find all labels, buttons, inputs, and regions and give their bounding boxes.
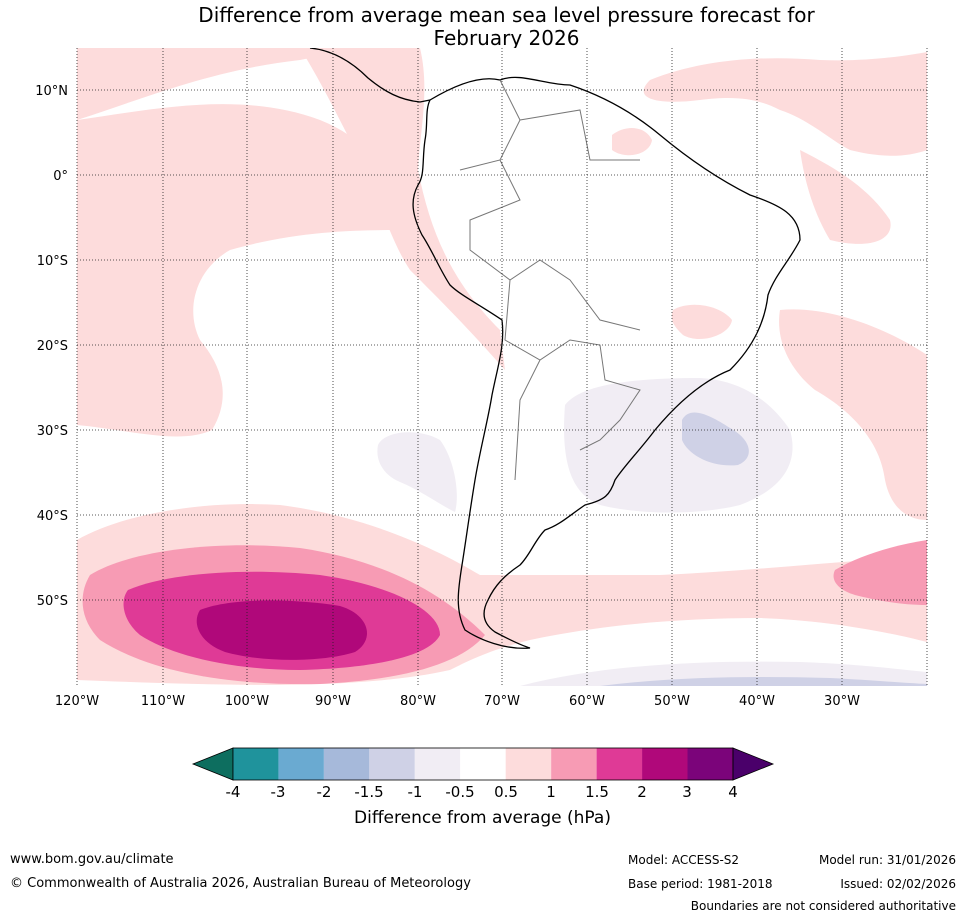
coastline	[309, 48, 801, 649]
colorbar-tick: -2	[316, 783, 332, 801]
lat-label: 10°S	[37, 254, 68, 269]
anomaly-region-atlantic-north	[643, 52, 927, 244]
colorbar-tick: 2	[637, 783, 647, 801]
colorbar-extend-low	[191, 747, 234, 781]
colorbar-tick: -0.5	[445, 783, 475, 801]
footer-model-run: Model run: 31/01/2026	[818, 853, 956, 867]
lat-label: 50°S	[37, 594, 68, 609]
footer-issued: Issued: 02/02/2026	[840, 877, 956, 891]
lon-label: 60°W	[569, 694, 605, 709]
map-title: Difference from average mean sea level p…	[0, 4, 965, 50]
lon-label: 50°W	[654, 694, 690, 709]
colorbar-label: Difference from average (hPa)	[354, 808, 611, 828]
lon-label: 110°W	[141, 694, 185, 709]
anomaly-region-coastal	[300, 48, 505, 370]
colorbar-swatch	[642, 748, 688, 780]
colorbar-tick: -1	[407, 783, 423, 801]
lat-label: 40°S	[37, 509, 68, 524]
anomaly-region-caribbean	[360, 48, 410, 110]
footer-model: Model: ACCESS-S2	[628, 853, 740, 867]
lat-label: 20°S	[37, 339, 68, 354]
colorbar-swatch	[323, 748, 370, 780]
anomaly-region-atlantic-south	[779, 309, 927, 520]
title-line-2: February 2026	[433, 26, 580, 50]
anomaly-region-negative-core	[682, 412, 749, 466]
colorbar-swatch	[460, 748, 506, 780]
border-lines	[459, 79, 641, 481]
anomaly-region-negative-south-core	[600, 676, 927, 686]
colorbar-swatch	[233, 748, 279, 780]
anomaly-region-south-east-1.5	[833, 540, 927, 605]
latitude-labels: 10°N 0° 10°S 20°S 30°S 40°S 50°S	[35, 84, 68, 609]
anomaly-region-pacific-west	[77, 48, 410, 437]
anomaly-region-brazil	[671, 304, 732, 340]
lat-label: 0°	[53, 169, 68, 184]
colorbar-swatch	[505, 748, 552, 780]
lon-label: 90°W	[315, 694, 351, 709]
colorbar-outline	[232, 747, 734, 781]
south-america-coastline	[412, 76, 801, 649]
colorbar-extend-high	[732, 747, 775, 781]
lon-label: 40°W	[739, 694, 775, 709]
lon-label: 80°W	[400, 694, 436, 709]
colorbar-tick: -4	[225, 783, 241, 801]
graticule	[76, 48, 928, 686]
colorbar-tick: -3	[270, 783, 286, 801]
colorbar-swatch	[687, 748, 733, 780]
anomaly-region-amazon	[612, 128, 652, 156]
colorbar-tick: 1.5	[585, 783, 609, 801]
lon-label: 30°W	[824, 694, 860, 709]
colorbar	[191, 747, 775, 781]
colorbar-tick: 4	[728, 783, 738, 801]
colorbar-swatch	[596, 748, 643, 780]
footer-disclaimer: Boundaries are not considered authoritat…	[690, 899, 956, 913]
anomaly-region-negative-atlantic	[564, 378, 793, 513]
colorbar-swatch	[278, 748, 324, 780]
anomaly-region-negative-pacific	[377, 432, 457, 512]
title-line-1: Difference from average mean sea level p…	[198, 3, 815, 27]
footer-copyright: © Commonwealth of Australia 2026, Austra…	[10, 876, 471, 891]
footer-base-period: Base period: 1981-2018	[628, 877, 773, 891]
lon-label: 120°W	[55, 694, 99, 709]
colorbar-tick: 1	[546, 783, 556, 801]
lon-label: 70°W	[484, 694, 520, 709]
anomaly-region-atlantic-islet	[865, 124, 890, 140]
longitude-labels: 120°W 110°W 100°W 90°W 80°W 70°W 60°W 50…	[55, 694, 860, 709]
lat-label: 30°S	[37, 424, 68, 439]
country-borders	[459, 79, 641, 481]
colorbar-tick: -1.5	[354, 783, 384, 801]
colorbar-tick: 0.5	[494, 783, 518, 801]
lon-label: 100°W	[225, 694, 269, 709]
anomaly-region-south-pacific-3	[196, 600, 367, 660]
lat-label: 10°N	[35, 84, 68, 99]
central-america-coastline	[309, 48, 431, 103]
colorbar-swatch	[414, 748, 461, 780]
colorbar-swatch	[551, 748, 597, 780]
colorbar-tick: 3	[682, 783, 692, 801]
footer-website: www.bom.gov.au/climate	[10, 852, 174, 867]
colorbar-swatch	[369, 748, 415, 780]
